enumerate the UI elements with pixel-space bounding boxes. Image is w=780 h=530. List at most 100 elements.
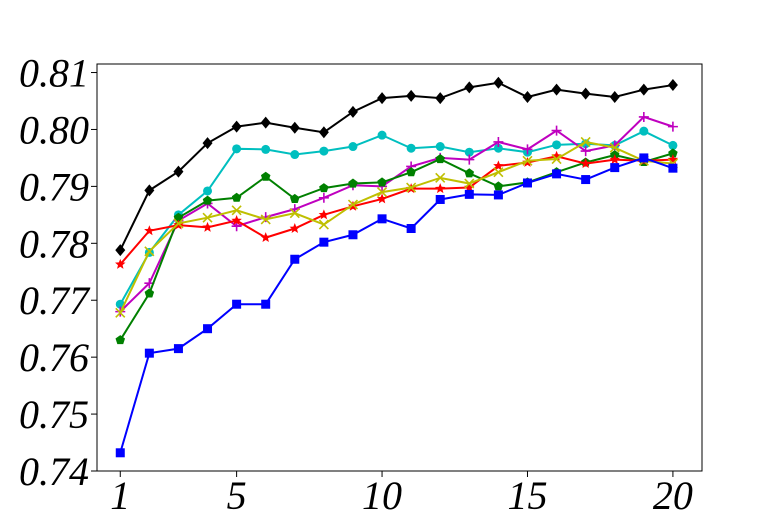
- data-point-diamond: [464, 81, 475, 94]
- data-point-star: [493, 160, 504, 171]
- data-point-circle: [348, 142, 358, 152]
- data-point-diamond: [435, 92, 446, 105]
- data-point-square: [610, 163, 620, 173]
- data-point-circle: [639, 126, 649, 136]
- data-point-circle: [290, 150, 300, 160]
- data-point-star: [318, 209, 330, 220]
- data-point-square: [319, 237, 329, 247]
- data-point-circle: [261, 144, 271, 154]
- data-point-plus: [638, 111, 649, 122]
- data-point-x: [609, 142, 620, 153]
- data-point-pentagon: [260, 171, 271, 181]
- data-point-square: [173, 344, 183, 354]
- data-point-diamond: [609, 91, 620, 104]
- data-point-circle: [435, 142, 445, 152]
- data-point-star: [667, 154, 679, 165]
- data-point-star: [144, 225, 155, 236]
- y-tick-label: 0.77: [19, 278, 91, 323]
- data-point-x: [464, 178, 475, 189]
- data-point-x: [406, 182, 417, 193]
- data-point-diamond: [260, 116, 271, 129]
- data-point-x: [144, 246, 155, 257]
- data-point-diamond: [231, 120, 242, 133]
- data-point-square: [639, 153, 649, 163]
- data-point-square: [493, 190, 503, 200]
- data-point-x: [522, 155, 533, 166]
- data-point-square: [464, 189, 474, 199]
- data-point-diamond: [347, 105, 358, 118]
- data-point-diamond: [377, 92, 388, 105]
- data-point-diamond: [551, 83, 562, 96]
- data-point-star: [580, 158, 591, 169]
- x-tick-label: 20: [653, 473, 693, 518]
- data-point-pentagon: [348, 178, 358, 188]
- data-point-star: [115, 258, 126, 269]
- data-point-diamond: [318, 126, 329, 139]
- data-point-circle: [406, 143, 416, 153]
- y-tick-label: 0.79: [19, 164, 89, 209]
- x-tick-label: 1: [110, 473, 130, 518]
- series-x: [115, 136, 678, 318]
- data-point-square: [115, 448, 125, 458]
- series-line-square: [119, 156, 674, 454]
- data-point-circle: [493, 143, 503, 153]
- data-point-star: [522, 156, 533, 167]
- data-point-x: [173, 218, 184, 229]
- data-point-plus: [318, 192, 329, 203]
- data-point-diamond: [173, 165, 184, 178]
- data-point-star: [464, 182, 475, 192]
- data-point-star: [289, 223, 301, 233]
- data-point-square: [435, 194, 445, 204]
- data-point-pentagon: [115, 335, 126, 345]
- data-point-x: [202, 212, 213, 223]
- data-point-x: [115, 307, 126, 318]
- series-line-x: [119, 140, 674, 314]
- data-point-x: [231, 205, 242, 216]
- data-point-circle: [203, 186, 213, 196]
- data-point-x: [260, 214, 271, 225]
- data-point-diamond: [493, 76, 504, 89]
- x-tick-label: 15: [507, 473, 547, 518]
- data-point-diamond: [406, 89, 417, 102]
- data-point-plus: [580, 146, 591, 157]
- data-point-x: [289, 208, 300, 219]
- data-point-diamond: [202, 137, 213, 150]
- data-point-plus: [551, 125, 562, 136]
- data-point-pentagon: [377, 177, 387, 187]
- data-point-star: [202, 221, 213, 232]
- series-square: [115, 153, 678, 458]
- data-point-diamond: [667, 79, 678, 92]
- y-tick-label: 0.76: [19, 335, 89, 380]
- data-point-plus: [522, 144, 533, 155]
- data-point-square: [290, 254, 300, 264]
- data-point-diamond: [144, 184, 155, 197]
- data-point-circle: [552, 140, 562, 150]
- data-point-pentagon: [319, 183, 329, 193]
- data-point-square: [203, 324, 213, 334]
- data-point-square: [232, 299, 242, 309]
- data-point-star: [231, 215, 242, 225]
- y-tick-label: 0.80: [19, 107, 89, 152]
- data-point-x: [551, 153, 562, 165]
- data-point-star: [260, 232, 271, 243]
- data-point-diamond: [289, 121, 300, 134]
- data-point-diamond: [580, 87, 591, 100]
- data-point-pentagon: [290, 193, 300, 203]
- y-tick-label: 0.74: [19, 449, 89, 494]
- series-diamond: [115, 76, 678, 257]
- data-point-square: [668, 163, 678, 173]
- data-point-diamond: [638, 83, 649, 96]
- data-point-star: [376, 193, 388, 204]
- data-point-pentagon: [231, 192, 242, 202]
- data-point-circle: [668, 140, 678, 150]
- data-point-star: [551, 150, 562, 161]
- data-point-diamond: [115, 244, 126, 257]
- data-point-x: [318, 219, 329, 230]
- data-point-star: [609, 154, 620, 165]
- series-line-diamond: [119, 81, 674, 251]
- data-point-pentagon: [202, 195, 213, 205]
- x-tick-label: 10: [362, 473, 402, 518]
- data-point-pentagon: [435, 154, 445, 164]
- data-point-pentagon: [406, 167, 416, 177]
